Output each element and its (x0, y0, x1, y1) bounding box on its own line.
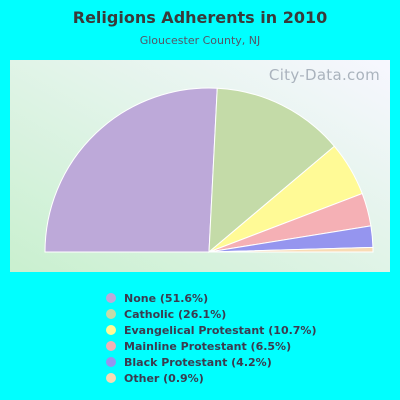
legend-item: Black Protestant (4.2%) (106, 354, 316, 370)
legend-swatch (106, 293, 116, 303)
pie-slice-catholic (208, 87, 336, 254)
legend-label: Catholic (26.1%) (124, 307, 227, 321)
legend-item: Catholic (26.1%) (106, 306, 316, 322)
legend-label: Mainline Protestant (6.5%) (124, 339, 292, 353)
legend: None (51.6%) Catholic (26.1%) Evangelical … (106, 290, 316, 386)
legend-swatch (106, 325, 116, 335)
legend-swatch (106, 309, 116, 319)
pie-slice-other (208, 246, 374, 253)
plot-area (10, 60, 390, 272)
legend-label: Evangelical Protestant (10.7%) (124, 323, 317, 337)
watermark-logo: City-Data.com (268, 66, 380, 84)
pie-chart (10, 60, 390, 272)
legend-item: Mainline Protestant (6.5%) (106, 338, 316, 354)
legend-label: None (51.6%) (124, 291, 209, 305)
legend-item: Evangelical Protestant (10.7%) (106, 322, 316, 338)
pie-slices (44, 87, 374, 254)
legend-swatch (106, 373, 116, 383)
legend-item: None (51.6%) (106, 290, 316, 306)
pie-slice-none (44, 87, 218, 253)
legend-item: Other (0.9%) (106, 370, 316, 386)
legend-swatch (106, 357, 116, 367)
legend-label: Other (0.9%) (124, 371, 204, 385)
chart-title: Religions Adherents in 2010 (72, 8, 328, 27)
legend-swatch (106, 341, 116, 351)
legend-label: Black Protestant (4.2%) (124, 355, 272, 369)
chart-subtitle: Gloucester County, NJ (139, 34, 261, 47)
